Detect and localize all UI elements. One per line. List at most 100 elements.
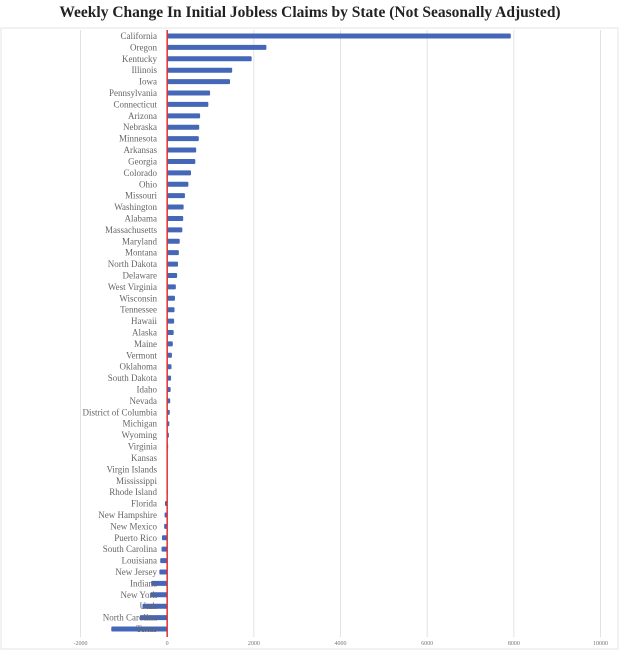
category-label: Wyoming — [122, 430, 158, 440]
category-label: Louisiana — [122, 556, 158, 566]
category-label: Ohio — [139, 179, 158, 189]
chart-title: Weekly Change In Initial Jobless Claims … — [59, 4, 561, 21]
category-label: Virginia — [128, 442, 157, 452]
category-label: Hawaii — [131, 316, 157, 326]
bar — [167, 330, 174, 335]
category-label: Rhode Island — [109, 487, 157, 497]
category-label: Wisconsin — [119, 293, 157, 303]
category-label: Pennsylvania — [109, 88, 157, 98]
bar — [167, 318, 175, 324]
bar — [167, 44, 267, 50]
bar — [167, 147, 197, 153]
x-tick-label: 10000 — [593, 641, 608, 647]
bar — [161, 535, 168, 541]
bar — [167, 193, 185, 199]
bar — [167, 204, 184, 210]
bar — [167, 307, 175, 313]
category-label: New Jersey — [115, 567, 157, 577]
bar — [167, 215, 184, 221]
category-label: Delaware — [123, 270, 157, 280]
category-label: Indiana — [130, 578, 157, 588]
category-label: Colorado — [124, 168, 158, 178]
bar — [159, 569, 168, 575]
category-label: Puerto Rico — [114, 533, 157, 543]
category-label: South Carolina — [103, 544, 157, 554]
category-label: Utah — [140, 601, 158, 611]
bar — [167, 101, 209, 107]
bar — [167, 364, 172, 370]
category-label: California — [121, 31, 158, 41]
category-label: Tennessee — [120, 305, 157, 315]
category-label: Virgin Islands — [106, 464, 157, 474]
category-label: West Virginia — [108, 282, 157, 292]
category-label: North Dakota — [108, 259, 157, 269]
bar — [167, 387, 171, 393]
category-label: Iowa — [139, 77, 157, 87]
bar — [167, 341, 173, 347]
category-label: New Hampshire — [98, 510, 157, 520]
category-label: New York — [120, 590, 157, 600]
bar — [167, 272, 178, 278]
category-label: Missouri — [125, 191, 158, 201]
bar — [167, 352, 172, 358]
x-tick-label: 2000 — [248, 641, 260, 647]
category-label: Massachusetts — [105, 225, 157, 235]
bar — [161, 546, 168, 552]
bar — [167, 181, 189, 187]
bar — [167, 33, 511, 39]
bar — [111, 626, 168, 632]
bar — [167, 158, 196, 164]
x-tick-label: 0 — [166, 641, 169, 647]
bar — [142, 603, 168, 609]
x-tick-label: 6000 — [421, 641, 433, 647]
bar — [151, 580, 168, 586]
category-label: Michigan — [123, 419, 158, 429]
category-label: Maryland — [122, 236, 157, 246]
chart-frame — [0, 27, 619, 650]
bar — [167, 295, 175, 301]
bar — [167, 113, 201, 119]
bar — [167, 261, 178, 267]
category-label: Arkansas — [124, 145, 158, 155]
category-label: South Dakota — [108, 373, 157, 383]
category-label: Vermont — [126, 350, 157, 360]
category-label: Montana — [125, 248, 157, 258]
category-label: Kansas — [131, 453, 157, 463]
category-label: Arizona — [128, 111, 157, 121]
bar — [167, 90, 211, 96]
bar — [164, 523, 168, 529]
category-label: New Mexico — [110, 521, 157, 531]
bar — [167, 56, 252, 62]
category-label: North Carolina — [103, 613, 157, 623]
bar — [167, 284, 176, 290]
category-label: District of Columbia — [83, 407, 158, 417]
category-label: Nebraska — [123, 122, 157, 132]
category-label: Florida — [131, 499, 157, 509]
category-label: Maine — [134, 339, 157, 349]
bar — [167, 136, 199, 142]
category-label: Alabama — [125, 213, 157, 223]
x-tick-label: 4000 — [335, 641, 347, 647]
x-tick-label: -2000 — [74, 641, 88, 647]
bar — [167, 375, 172, 381]
category-label: Washington — [114, 202, 157, 212]
category-label: Georgia — [128, 156, 157, 166]
bar — [167, 67, 233, 73]
x-tick-label: 8000 — [508, 641, 520, 647]
category-label: Mississippi — [116, 476, 158, 486]
bar — [167, 170, 191, 176]
bar — [139, 615, 168, 621]
bar — [167, 238, 180, 244]
category-label: Connecticut — [114, 99, 158, 109]
category-label: Alaska — [132, 328, 157, 338]
category-label: Minnesota — [119, 134, 157, 144]
category-label: Kentucky — [122, 54, 157, 64]
category-label: Idaho — [137, 385, 158, 395]
bar — [150, 592, 168, 598]
category-label: Texas — [136, 624, 157, 634]
category-label: Oklahoma — [120, 362, 158, 372]
category-label: Nevada — [130, 396, 157, 406]
bar — [167, 398, 171, 404]
category-label: Illinois — [131, 65, 157, 75]
